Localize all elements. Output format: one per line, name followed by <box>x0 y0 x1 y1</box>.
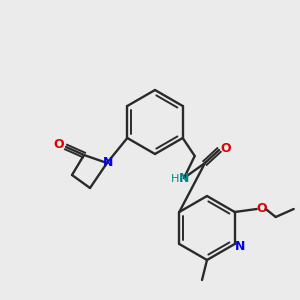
Text: H: H <box>171 174 179 184</box>
Text: O: O <box>54 139 64 152</box>
Text: N: N <box>103 157 113 169</box>
Text: N: N <box>179 172 189 184</box>
Text: O: O <box>221 142 231 154</box>
Text: N: N <box>235 241 245 254</box>
Text: O: O <box>256 202 267 215</box>
